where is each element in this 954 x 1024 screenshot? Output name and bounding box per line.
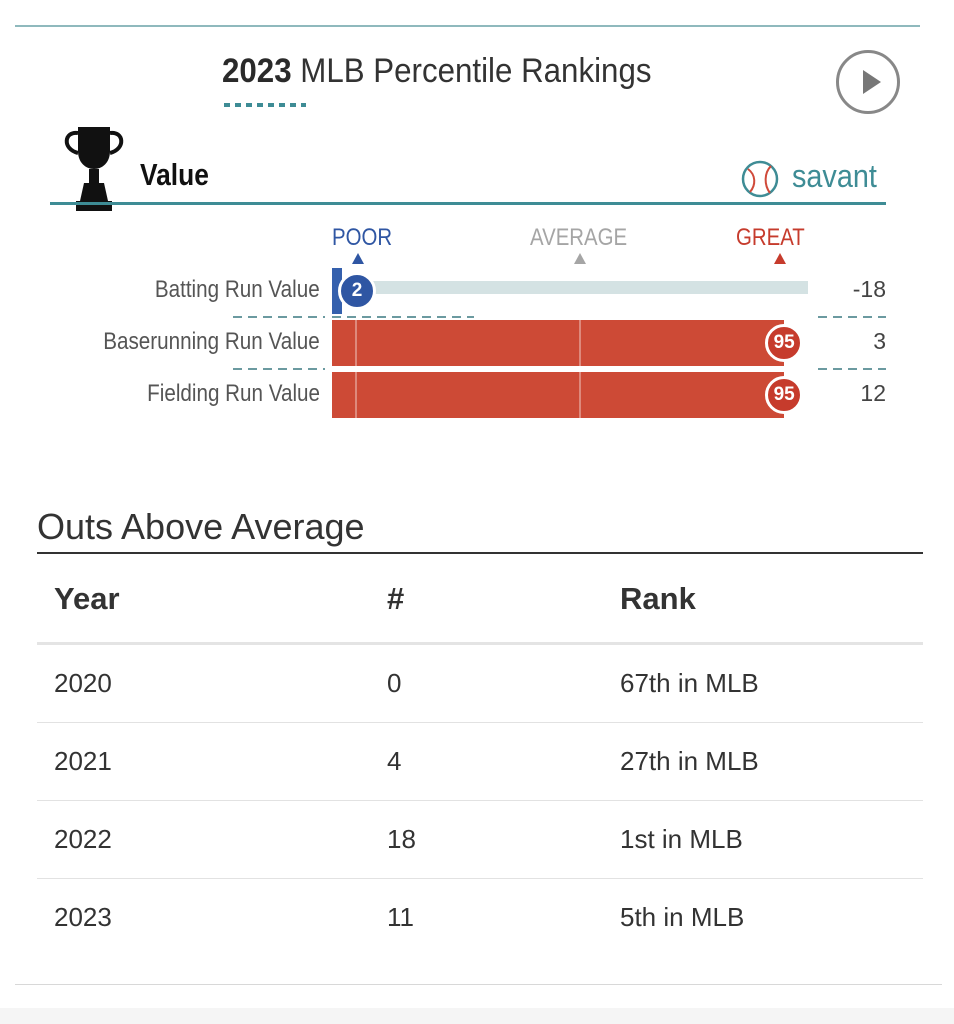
column-header-year[interactable]: Year (37, 556, 370, 645)
gridline (355, 372, 357, 418)
oaa-divider (37, 552, 923, 554)
play-icon (863, 70, 881, 94)
percentile-badge: 2 (338, 272, 376, 310)
table-row: 2020 0 67th in MLB (37, 643, 923, 723)
percentile-badge: 95 (765, 376, 804, 414)
column-header-rank[interactable]: Rank (603, 556, 923, 645)
row-separator (332, 316, 474, 318)
gridline (579, 320, 581, 366)
cell-rank: 1st in MLB (603, 800, 923, 879)
scale-arrow-average (574, 253, 586, 264)
percentile-fill (332, 372, 785, 418)
cell-number: 0 (370, 643, 603, 723)
page-title: 2023 MLB Percentile Rankings (222, 52, 651, 91)
scale-label-average: AVERAGE (530, 224, 628, 251)
scale-arrow-great (774, 253, 786, 264)
percentile-fill (332, 268, 342, 314)
cell-year: 2021 (37, 722, 370, 801)
oaa-section-title: Outs Above Average (37, 506, 365, 547)
metric-name: Batting Run Value (155, 276, 320, 303)
oaa-table: Year # Rank 2020 0 67th in MLB 2021 4 27… (37, 556, 923, 956)
cell-number: 11 (387, 902, 414, 932)
metric-row-baserunning[interactable]: Baserunning Run Value 95 3 (0, 320, 954, 366)
savant-wordmark: savant (792, 158, 877, 194)
column-header-number[interactable]: # (370, 556, 603, 645)
metric-row-fielding[interactable]: Fielding Run Value 95 12 (0, 372, 954, 418)
section-title-value: Value (140, 157, 209, 192)
metric-name: Fielding Run Value (147, 380, 320, 407)
trophy-icon (64, 127, 124, 211)
percentile-fill (332, 320, 785, 366)
metric-name: Baserunning Run Value (103, 328, 320, 355)
play-button[interactable] (836, 50, 900, 114)
row-separator (233, 368, 325, 370)
metric-value: 3 (873, 328, 886, 354)
table-row: 2021 4 27th in MLB (37, 722, 923, 801)
bottom-divider (15, 984, 942, 985)
table-header-row: Year # Rank (37, 556, 923, 645)
baseball-icon (741, 160, 779, 198)
metric-value: -18 (852, 276, 886, 302)
scale-arrow-poor (352, 253, 364, 264)
percentile-track (332, 281, 808, 294)
scale-label-poor: POOR (332, 224, 393, 251)
gridline (579, 372, 581, 418)
row-separator (818, 316, 886, 318)
gridline (355, 320, 357, 366)
row-separator (818, 368, 886, 370)
metric-value: 12 (860, 380, 886, 406)
scale-label-great: GREAT (736, 224, 805, 251)
title-text: MLB Percentile Rankings (291, 52, 652, 90)
title-underline (224, 103, 306, 107)
cell-year: 2023 (54, 902, 112, 932)
section-divider (50, 202, 886, 205)
percentile-badge: 95 (765, 324, 804, 362)
top-divider (15, 25, 920, 27)
metric-row-batting[interactable]: Batting Run Value 2 -18 (0, 268, 954, 314)
cell-year: 2022 (37, 800, 370, 879)
title-year: 2023 (222, 52, 292, 90)
table-row: 2022 18 1st in MLB (37, 800, 923, 879)
cell-rank: 27th in MLB (603, 722, 923, 801)
cell-year: 2020 (37, 643, 370, 723)
cell-number: 4 (370, 722, 603, 801)
cell-rank: 67th in MLB (603, 643, 923, 723)
footer-band (0, 1008, 954, 1024)
cell-number: 18 (370, 800, 603, 879)
table-row: 2023 11 5th in MLB (37, 879, 923, 957)
row-separator (233, 316, 325, 318)
cell-rank: 5th in MLB (620, 902, 745, 932)
